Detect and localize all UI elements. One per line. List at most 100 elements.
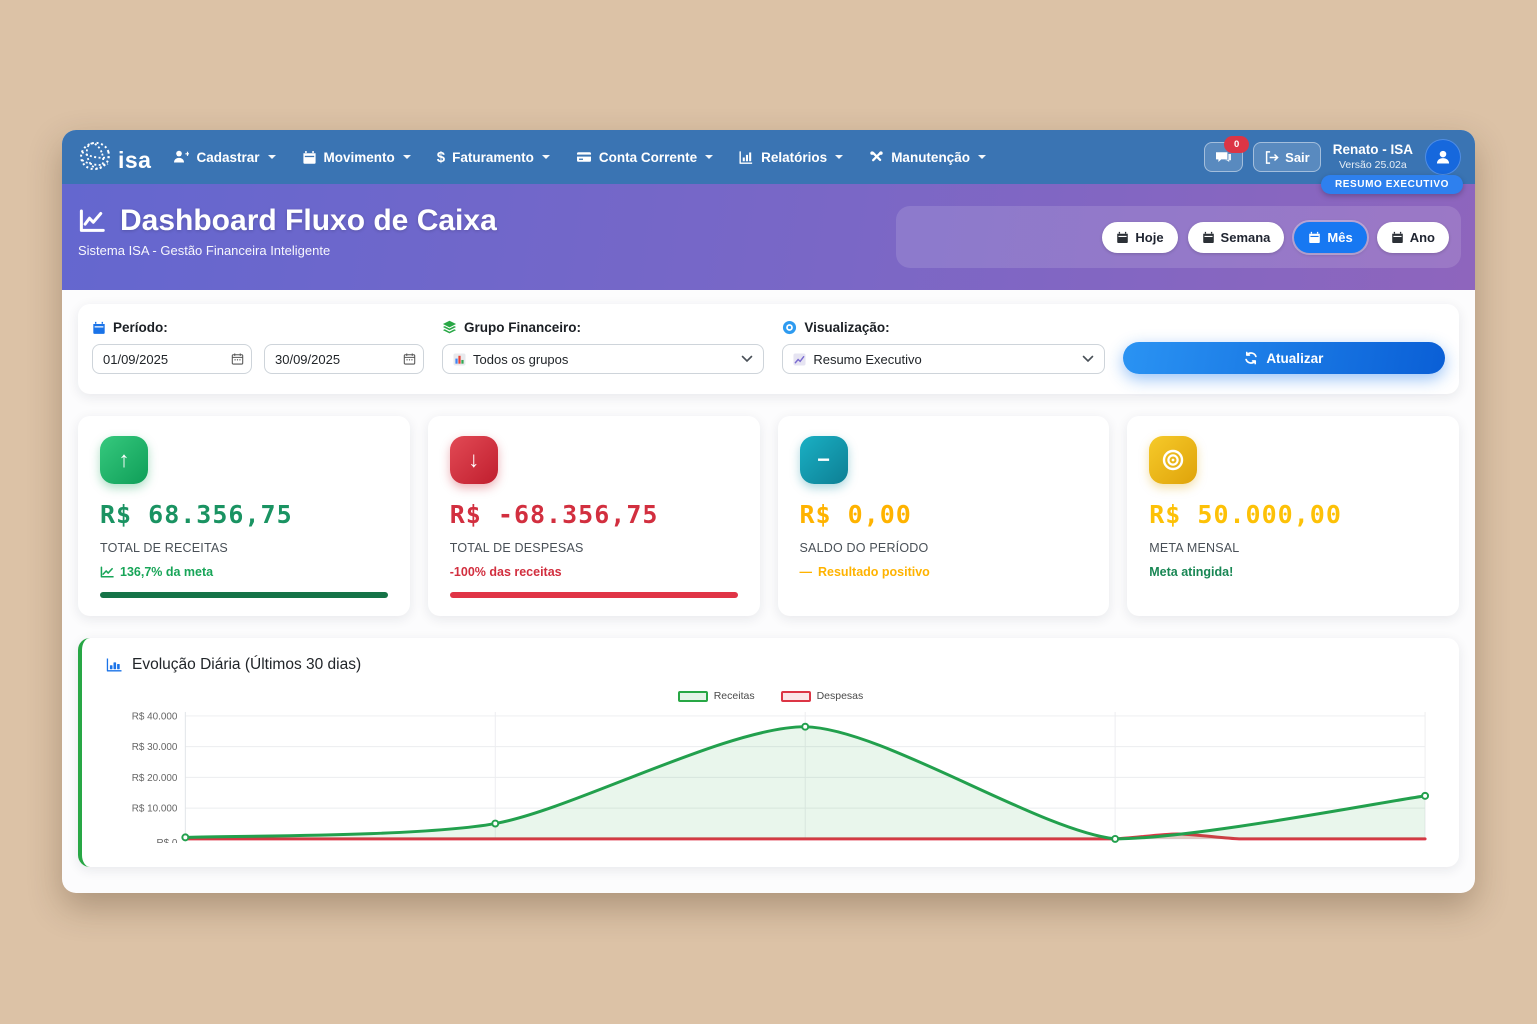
filters-card: Período: [78, 304, 1459, 394]
period-label: Hoje [1135, 229, 1164, 245]
calendar-icon [1309, 231, 1321, 243]
mini-line-chart-icon [793, 352, 806, 366]
menu-faturamento[interactable]: $ Faturamento [437, 150, 550, 165]
period-button-mes[interactable]: Mês [1294, 221, 1367, 253]
refresh-icon [1244, 351, 1258, 365]
bar-chart-icon [106, 657, 123, 673]
stat-value: R$ -68.356,75 [449, 500, 659, 529]
group-filter-label: Grupo Financeiro: [464, 320, 582, 335]
view-filter-label-row: Visualização: [782, 320, 1104, 335]
menu-label: Conta Corrente [598, 149, 698, 165]
chart-area[interactable]: R$ 40.000 R$ 30.000 R$ 20.000 R$ 10.000 R$ 0 [106, 708, 1435, 843]
navbar-right: 0 Sair Renato - ISA Versão 25.02a [1204, 136, 1461, 175]
main-menu: Cadastrar Movimento $ Faturamento Conta … [173, 149, 986, 165]
menu-movimento[interactable]: Movimento [302, 150, 411, 165]
chat-icon [1215, 150, 1232, 165]
stat-status: 136,7% da meta [100, 565, 388, 579]
stat-status: — Resultado positivo [799, 565, 930, 579]
menu-label: Manutenção [891, 149, 970, 165]
brand-logo[interactable]: isa [76, 139, 151, 175]
calendar-icon [302, 150, 317, 165]
legend-despesas[interactable]: Despesas [780, 690, 863, 702]
logout-button[interactable]: Sair [1253, 142, 1321, 172]
stat-status: Meta atingida! [1149, 565, 1234, 579]
calendar-icon [1117, 231, 1129, 243]
mini-bar-chart-icon [453, 352, 466, 366]
arrow-up-icon: ↑ [100, 436, 148, 484]
stat-card-despesas: ↓ R$ -68.356,75 TOTAL DE DESPESAS -100% … [427, 416, 760, 616]
chevron-down-icon [835, 155, 844, 159]
stat-label: TOTAL DE DESPESAS [449, 541, 584, 555]
stat-card-saldo: − R$ 0,00 SALDO DO PERÍODO — Resultado p… [777, 416, 1110, 616]
person-icon [1434, 148, 1452, 166]
layers-icon [442, 320, 457, 335]
period-label: Ano [1409, 229, 1435, 245]
navbar: isa Cadastrar Movimento $ Faturamento [62, 130, 1475, 184]
calendar-icon [92, 321, 106, 335]
period-button-hoje[interactable]: Hoje [1102, 221, 1178, 253]
stat-value: R$ 50.000,00 [1149, 500, 1342, 529]
stat-value: R$ 0,00 [799, 500, 912, 529]
stat-card-meta: R$ 50.000,00 META MENSAL Meta atingida! [1127, 416, 1459, 616]
trend-up-icon [100, 566, 114, 578]
target-icon [1149, 436, 1198, 484]
content-area: Período: [62, 290, 1475, 881]
stat-status: -100% das receitas [449, 565, 562, 579]
app-window: isa Cadastrar Movimento $ Faturamento [62, 130, 1475, 893]
period-filter-label-row: Período: [92, 320, 424, 335]
period-button-ano[interactable]: Ano [1376, 221, 1449, 253]
chevron-down-icon [267, 155, 276, 159]
minus-icon: − [799, 436, 848, 484]
user-avatar[interactable] [1425, 139, 1461, 175]
group-select-value: Todos os grupos [473, 351, 569, 367]
calendar-icon [1391, 231, 1403, 243]
notification-badge: 0 [1224, 136, 1250, 153]
menu-manutencao[interactable]: Manutenção [869, 150, 986, 165]
credit-card-icon [576, 149, 592, 165]
chevron-down-icon [977, 155, 986, 159]
logout-label: Sair [1285, 149, 1310, 165]
person-plus-icon [173, 149, 190, 165]
chart-title: Evolução Diária (Últimos 30 dias) [132, 656, 362, 673]
progress-bar [449, 592, 738, 598]
page-header: RESUMO EXECUTIVO Dashboard Fluxo de Caix… [62, 175, 1475, 290]
notifications-button[interactable]: 0 [1204, 136, 1250, 172]
date-end-input[interactable] [264, 344, 424, 374]
chevron-down-icon [541, 155, 550, 159]
group-select[interactable]: Todos os grupos [442, 344, 765, 374]
svg-text:R$ 10.000: R$ 10.000 [132, 804, 178, 815]
refresh-button[interactable]: Atualizar [1122, 342, 1445, 374]
page-title-row: Dashboard Fluxo de Caixa [76, 204, 497, 238]
period-button-semana[interactable]: Semana [1187, 221, 1285, 253]
stat-label: SALDO DO PERÍODO [799, 541, 929, 555]
evolution-chart: R$ 40.000 R$ 30.000 R$ 20.000 R$ 10.000 R$ 0 [132, 711, 1430, 843]
svg-text:R$ 20.000: R$ 20.000 [132, 773, 178, 784]
menu-relatorios[interactable]: Relatórios [739, 149, 844, 165]
arrow-down-icon: ↓ [449, 436, 498, 484]
user-info: Renato - ISA Versão 25.02a [1333, 142, 1413, 172]
date-start-input[interactable] [92, 344, 252, 374]
receitas-swatch [677, 690, 708, 702]
period-label: Semana [1220, 229, 1271, 245]
stat-label: TOTAL DE RECEITAS [100, 541, 228, 555]
menu-label: Movimento [323, 149, 395, 165]
svg-text:R$ 30.000: R$ 30.000 [132, 742, 178, 753]
menu-cadastrar[interactable]: Cadastrar [173, 149, 276, 165]
page-title: Dashboard Fluxo de Caixa [120, 204, 497, 237]
chevron-down-icon [1082, 355, 1094, 363]
menu-conta-corrente[interactable]: Conta Corrente [576, 149, 714, 165]
brand-text: isa [118, 147, 152, 173]
legend-receitas[interactable]: Receitas [677, 690, 755, 702]
calendar-icon [1202, 231, 1214, 243]
legend-label: Receitas [713, 690, 755, 702]
period-label: Mês [1327, 229, 1353, 245]
view-select-value: Resumo Executivo [813, 351, 922, 367]
eye-icon [782, 320, 797, 335]
view-select[interactable]: Resumo Executivo [782, 344, 1105, 374]
resumo-executivo-badge[interactable]: RESUMO EXECUTIVO [1320, 175, 1463, 194]
menu-label: Relatórios [761, 149, 828, 165]
svg-text:R$ 0: R$ 0 [156, 838, 177, 843]
menu-label: Faturamento [452, 149, 534, 165]
stat-card-receitas: ↑ R$ 68.356,75 TOTAL DE RECEITAS 136,7% … [78, 416, 410, 616]
stat-label: META MENSAL [1149, 541, 1240, 555]
